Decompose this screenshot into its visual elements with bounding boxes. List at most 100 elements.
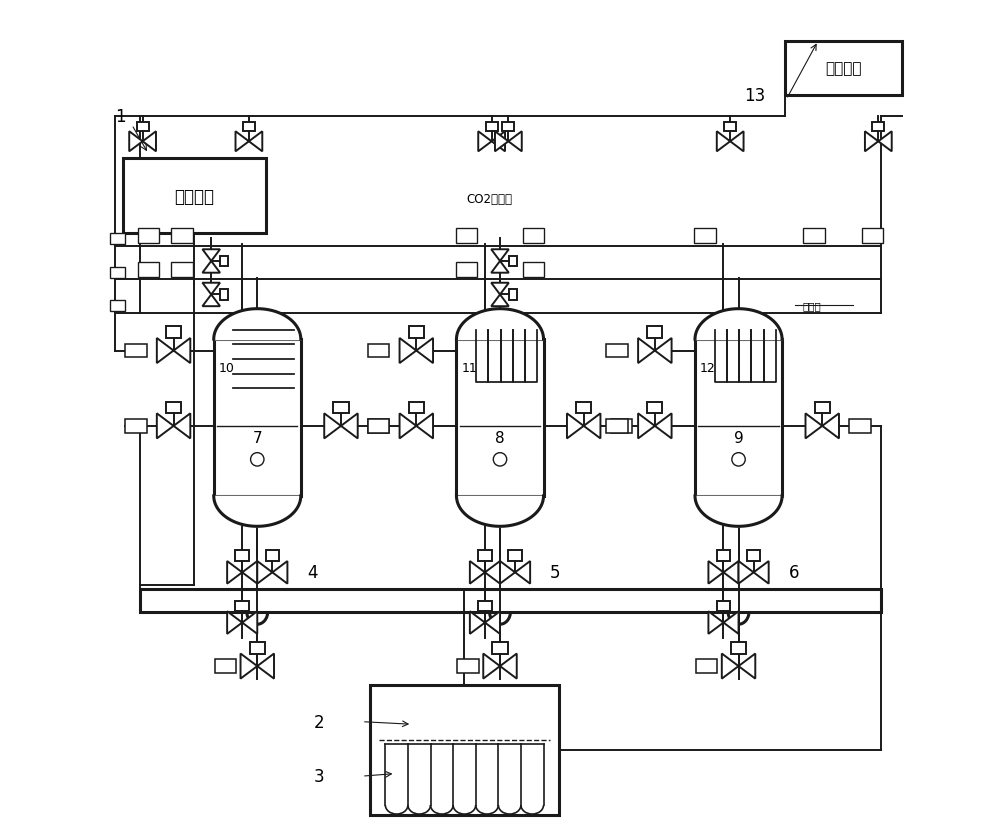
Circle shape	[732, 453, 745, 466]
Bar	[486, 123, 498, 132]
Polygon shape	[495, 132, 508, 152]
Polygon shape	[485, 562, 500, 584]
Text: 6: 6	[789, 563, 799, 582]
Bar	[785, 42, 902, 96]
Bar	[695, 339, 782, 497]
Polygon shape	[157, 414, 174, 439]
Polygon shape	[157, 339, 174, 364]
Polygon shape	[416, 414, 433, 439]
Bar	[694, 229, 716, 244]
Bar	[333, 402, 349, 414]
Bar	[724, 123, 736, 132]
Bar	[250, 642, 265, 654]
Bar	[138, 263, 159, 278]
Bar	[214, 339, 301, 497]
Polygon shape	[723, 562, 739, 584]
Polygon shape	[483, 654, 500, 679]
Polygon shape	[143, 132, 156, 152]
Polygon shape	[723, 612, 739, 634]
Bar	[125, 344, 147, 358]
Bar	[803, 229, 825, 244]
Text: 4: 4	[307, 563, 318, 582]
Bar	[523, 229, 544, 244]
Bar	[370, 686, 559, 815]
Text: 11: 11	[461, 361, 477, 375]
Bar	[509, 257, 517, 267]
Text: CO2进液口: CO2进液口	[466, 192, 512, 206]
Bar	[110, 234, 125, 245]
Bar	[171, 229, 193, 244]
Polygon shape	[257, 654, 274, 679]
Bar	[576, 402, 591, 414]
Bar	[123, 159, 266, 234]
Text: 8: 8	[495, 431, 505, 446]
Text: 10: 10	[219, 361, 235, 375]
Polygon shape	[129, 132, 143, 152]
Polygon shape	[249, 132, 262, 152]
Polygon shape	[242, 562, 257, 584]
Polygon shape	[485, 612, 500, 634]
Polygon shape	[341, 414, 358, 439]
Bar	[509, 290, 517, 300]
Polygon shape	[655, 414, 672, 439]
Text: 压力气源: 压力气源	[174, 187, 214, 206]
Bar	[747, 551, 760, 562]
Polygon shape	[822, 414, 839, 439]
Bar	[647, 327, 662, 339]
Polygon shape	[174, 414, 190, 439]
Bar	[220, 290, 228, 300]
Bar	[456, 339, 544, 497]
Bar	[110, 268, 125, 278]
Text: 5: 5	[550, 563, 561, 582]
Bar	[220, 257, 228, 267]
Bar	[409, 327, 424, 339]
Polygon shape	[241, 654, 257, 679]
Bar	[696, 660, 717, 673]
Text: 9: 9	[734, 431, 743, 446]
Polygon shape	[754, 562, 769, 584]
Bar	[266, 551, 279, 562]
Polygon shape	[202, 295, 220, 307]
Polygon shape	[324, 414, 341, 439]
Bar	[523, 263, 544, 278]
Polygon shape	[508, 132, 522, 152]
Polygon shape	[400, 339, 416, 364]
Text: 12: 12	[700, 361, 716, 375]
Bar	[456, 263, 477, 278]
Bar	[502, 123, 514, 132]
Polygon shape	[567, 414, 584, 439]
Polygon shape	[655, 339, 672, 364]
Bar	[456, 229, 477, 244]
Polygon shape	[416, 339, 433, 364]
Bar	[492, 642, 508, 654]
Circle shape	[251, 453, 264, 466]
Bar	[717, 551, 730, 562]
Bar	[606, 344, 628, 358]
Polygon shape	[638, 414, 655, 439]
Bar	[409, 402, 424, 414]
Polygon shape	[708, 562, 723, 584]
Polygon shape	[491, 262, 509, 273]
Polygon shape	[717, 132, 730, 152]
Bar	[508, 551, 522, 562]
Bar	[611, 420, 632, 433]
Polygon shape	[492, 132, 505, 152]
Polygon shape	[227, 562, 242, 584]
Bar	[235, 551, 249, 562]
Bar	[717, 601, 730, 612]
Polygon shape	[491, 250, 509, 262]
Text: 2: 2	[314, 713, 324, 731]
Polygon shape	[478, 132, 492, 152]
Polygon shape	[257, 562, 272, 584]
Bar	[235, 601, 249, 612]
Bar	[849, 420, 871, 433]
Polygon shape	[470, 562, 485, 584]
Bar	[215, 660, 236, 673]
Polygon shape	[202, 262, 220, 273]
Bar	[478, 551, 492, 562]
Polygon shape	[708, 612, 723, 634]
Polygon shape	[491, 295, 509, 307]
Polygon shape	[806, 414, 822, 439]
Bar	[140, 589, 881, 612]
Polygon shape	[500, 562, 515, 584]
